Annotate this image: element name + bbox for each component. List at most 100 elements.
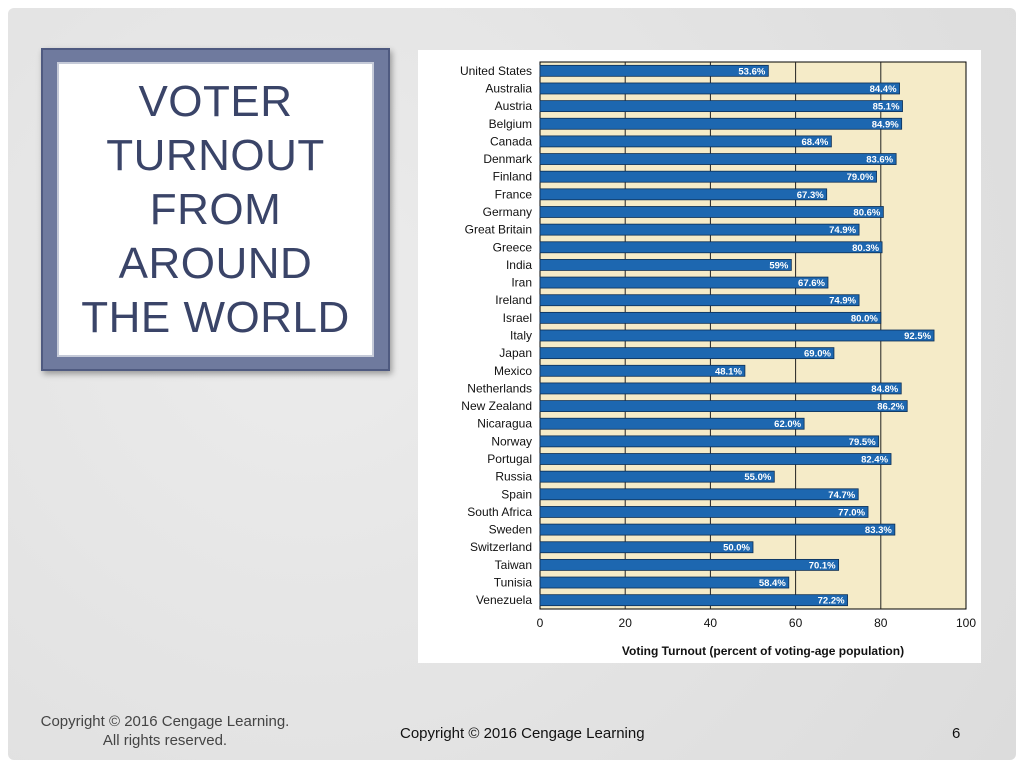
bar (539, 329, 935, 342)
bar-value-label: 77.0% (838, 507, 865, 518)
bar (539, 400, 908, 412)
x-axis-title: Voting Turnout (percent of voting-age po… (622, 644, 904, 658)
bar-value-label: 79.5% (849, 437, 876, 448)
bar-value-label: 80.0% (851, 313, 878, 324)
title-box: VOTER TURNOUT FROM AROUND THE WORLD (57, 62, 374, 357)
bar-value-label: 80.6% (853, 207, 880, 218)
bar (539, 311, 882, 324)
bar-value-label: 68.4% (801, 137, 828, 148)
bar (539, 347, 835, 360)
bar (539, 523, 896, 536)
bar (539, 294, 860, 307)
chart-panel: United States 53.6% Australia 84.4% Austria 8… (418, 50, 981, 663)
category-label: Sweden (489, 523, 532, 537)
bar-value-label: 84.8% (871, 384, 898, 395)
bar-value-label: 74.9% (829, 296, 856, 307)
bar-value-label: 59% (769, 260, 789, 271)
bar-value-label: 82.4% (861, 455, 888, 466)
voter-turnout-chart: United States 53.6% Australia 84.4% Austria 8… (460, 61, 976, 658)
category-label: Netherlands (467, 381, 532, 395)
bar-value-label: 67.3% (797, 190, 824, 201)
bar-value-label: 53.6% (738, 66, 765, 77)
category-label: Greece (493, 240, 533, 254)
bar (539, 188, 828, 201)
bar (539, 435, 880, 448)
category-label: Japan (499, 346, 532, 360)
bar-value-label: 85.1% (873, 102, 900, 113)
category-label: Austria (495, 99, 533, 113)
bar (539, 82, 900, 95)
bar (539, 417, 805, 430)
x-tick-label: 60 (789, 616, 803, 630)
bar-value-label: 83.6% (866, 155, 893, 166)
category-label: Ireland (495, 293, 532, 307)
bar-value-label: 84.9% (872, 119, 899, 130)
bar-value-label: 80.3% (852, 243, 879, 254)
category-label: Venezuela (476, 593, 532, 607)
bar (539, 276, 829, 289)
category-label: Norway (491, 434, 532, 448)
category-label: Russia (495, 470, 532, 484)
category-label: Switzerland (470, 540, 532, 554)
bar (539, 170, 877, 183)
bar (539, 135, 832, 148)
category-label: Australia (485, 81, 532, 95)
bar (539, 364, 746, 377)
bar-value-label: 86.2% (877, 402, 904, 413)
footer-copyright: Copyright © 2016 Cengage Learning (400, 725, 645, 742)
category-label: Great Britain (465, 223, 532, 237)
bar-value-label: 84.4% (870, 84, 897, 95)
x-tick-label: 40 (704, 616, 718, 630)
x-tick-label: 80 (874, 616, 888, 630)
category-label: South Africa (467, 505, 532, 519)
bar (539, 259, 792, 271)
bar-value-label: 79.0% (847, 172, 874, 183)
bar (539, 206, 884, 218)
category-label: Belgium (489, 117, 532, 131)
category-label: United States (460, 64, 532, 78)
category-label: Portugal (487, 452, 532, 466)
bar-value-label: 48.1% (715, 366, 742, 377)
x-tick-label: 100 (956, 616, 976, 630)
x-tick-label: 0 (537, 616, 544, 630)
copyright-line-2: All rights reserved. (102, 732, 228, 749)
category-label: Nicaragua (477, 417, 532, 431)
bar (539, 506, 869, 518)
category-label: Iran (511, 276, 532, 290)
category-label: Canada (490, 134, 532, 148)
slide-title: VOTER TURNOUT FROM AROUND THE WORLD (81, 76, 350, 342)
bar (539, 558, 840, 571)
bar (539, 594, 848, 607)
bar (539, 453, 892, 465)
category-label: New Zealand (461, 399, 532, 413)
bar-value-label: 50.0% (723, 543, 750, 554)
bar (539, 223, 860, 236)
bar-value-label: 74.7% (828, 490, 855, 501)
copyright-notice: Copyright © 2016 Cengage Learning. All r… (20, 712, 310, 750)
category-label: Israel (503, 311, 532, 325)
bar-value-label: 67.6% (798, 278, 825, 289)
category-label: Finland (493, 170, 532, 184)
category-label: Mexico (494, 364, 532, 378)
bar (539, 541, 754, 554)
bar (539, 470, 775, 483)
bar (539, 488, 859, 501)
category-label: Italy (510, 329, 532, 343)
bar-value-label: 69.0% (804, 349, 831, 360)
category-label: India (506, 258, 532, 272)
bar-value-label: 55.0% (744, 472, 771, 483)
title-frame: VOTER TURNOUT FROM AROUND THE WORLD (41, 48, 390, 371)
category-label: Denmark (483, 152, 533, 166)
bar-value-label: 72.2% (818, 596, 845, 607)
bar-value-label: 58.4% (759, 578, 786, 589)
bar (539, 64, 769, 77)
bar (539, 382, 902, 395)
bar-value-label: 92.5% (904, 331, 931, 342)
category-label: Germany (483, 205, 532, 219)
bar-value-label: 74.9% (829, 225, 856, 236)
bar-value-label: 62.0% (774, 419, 801, 430)
bar (539, 576, 790, 589)
bar (539, 153, 897, 165)
category-label: Tunisia (494, 576, 533, 590)
bar (539, 100, 903, 113)
